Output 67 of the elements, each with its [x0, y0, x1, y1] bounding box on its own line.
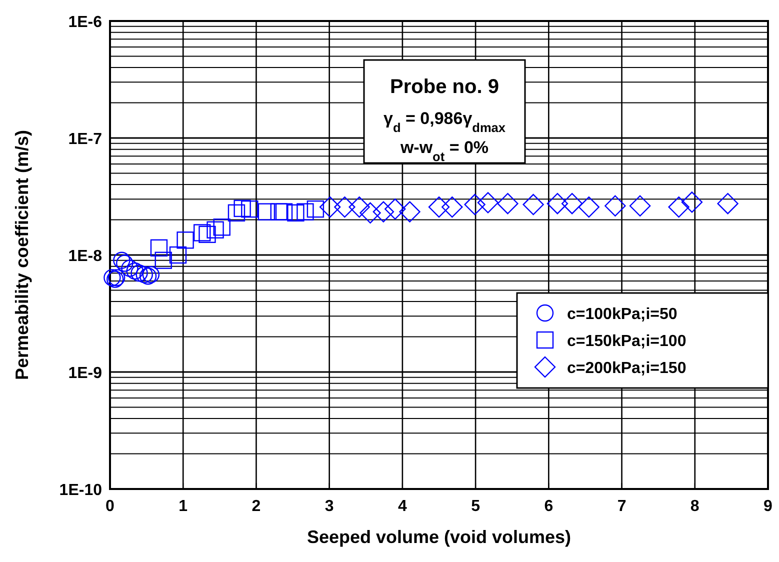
point	[348, 196, 370, 218]
point	[198, 226, 216, 243]
annotation: w-w$_{ot}$ = 0%	[399, 138, 489, 164]
legend-label: c=200kPa;i=150	[567, 360, 686, 377]
point	[169, 246, 187, 264]
x-tick-label: 7	[617, 498, 626, 515]
x-tick-label: 3	[324, 498, 334, 515]
point	[104, 269, 121, 286]
point	[206, 221, 224, 238]
y-tick-label: 1E-10	[59, 482, 102, 499]
x-tick-label: 4	[398, 498, 407, 515]
point	[270, 203, 288, 220]
point	[464, 194, 486, 216]
point	[287, 204, 304, 222]
annotation: γ$_{d}$ = 0,986γ$_{dmax}$	[384, 109, 506, 134]
point	[497, 193, 518, 214]
y-tick-label: 1E-8	[68, 248, 102, 265]
point	[139, 268, 157, 285]
x-tick-label: 8	[690, 498, 700, 515]
point	[578, 196, 600, 218]
point	[116, 254, 134, 272]
point	[296, 203, 314, 220]
point	[142, 266, 160, 284]
point	[213, 218, 230, 236]
annotation: Probe no. 9	[390, 76, 499, 98]
point	[150, 239, 168, 256]
legend-label: c=100kPa;i=50	[567, 306, 678, 323]
point	[442, 196, 463, 218]
point	[319, 196, 341, 218]
x-tick-label: 5	[471, 498, 480, 515]
point	[130, 264, 148, 282]
y-axis-title: Permeability coefficient (m/s)	[12, 130, 32, 380]
x-tick-label: 0	[106, 498, 115, 515]
point	[399, 201, 420, 222]
legend-label: c=150kPa;i=100	[567, 333, 686, 350]
point	[154, 252, 172, 269]
x-tick-label: 2	[252, 498, 261, 515]
point	[258, 203, 276, 220]
point	[629, 195, 651, 216]
point	[384, 198, 406, 220]
y-tick-label: 1E-6	[68, 14, 102, 31]
point	[717, 193, 738, 214]
x-tick-label: 9	[764, 498, 773, 515]
point	[681, 192, 703, 213]
point	[428, 196, 450, 218]
point	[275, 203, 293, 220]
x-tick-label: 1	[178, 498, 188, 515]
x-axis-title: Seeped volume (void volumes)	[306, 527, 572, 547]
point	[546, 193, 568, 214]
point	[360, 202, 381, 224]
point	[561, 193, 583, 214]
point	[668, 196, 690, 218]
y-tick-label: 1E-9	[68, 365, 102, 382]
point	[306, 200, 324, 218]
point	[241, 200, 258, 218]
point	[604, 195, 626, 216]
x-tick-label: 6	[544, 498, 554, 515]
point	[113, 252, 130, 269]
point	[477, 192, 499, 214]
point	[334, 196, 356, 218]
point	[194, 224, 211, 242]
point	[372, 201, 394, 222]
y-tick-label: 1E-7	[68, 131, 102, 148]
point	[234, 200, 251, 218]
point	[228, 204, 246, 222]
point	[522, 194, 544, 216]
point	[176, 232, 194, 249]
